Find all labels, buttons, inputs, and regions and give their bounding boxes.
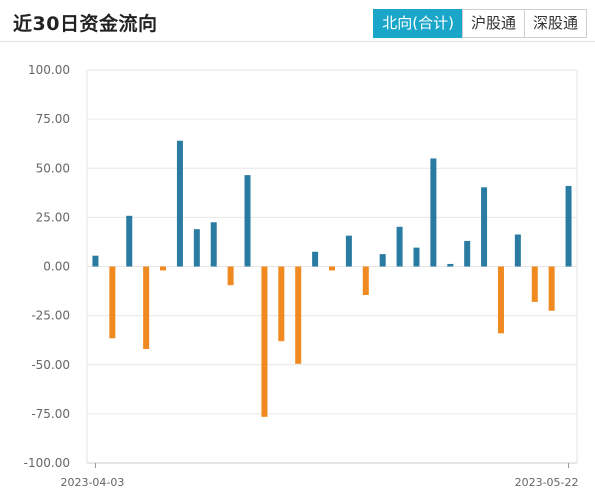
tab-shanghai-connect[interactable]: 沪股通 — [461, 9, 525, 38]
bar — [362, 266, 369, 295]
bar — [126, 215, 133, 267]
fund-flow-bar-chart: 100.00 75.00 50.00 25.00 0.00 -25.00 -50.00 -75… — [24, 63, 579, 489]
bar — [210, 222, 217, 267]
bar — [312, 251, 319, 267]
header: 近30日资金流向 北向(合计) 沪股通 深股通 — [0, 0, 595, 42]
tab-shenzhen-connect[interactable]: 深股通 — [523, 9, 587, 38]
x-axis: 2023-04-03 2023-05-22 — [60, 462, 579, 489]
y-axis: 100.00 75.00 50.00 25.00 0.00 -25.00 -50.00 -75… — [24, 63, 70, 470]
bar — [109, 266, 116, 339]
y-tick-label: -75.00 — [31, 407, 70, 421]
bar — [295, 266, 302, 364]
y-tick-label: -100.00 — [24, 456, 70, 470]
bar — [447, 263, 454, 267]
y-tick-label: -25.00 — [31, 309, 70, 323]
tab-northbound-total[interactable]: 北向(合计) — [373, 9, 463, 38]
bar — [497, 266, 504, 334]
bar — [244, 175, 251, 267]
bar — [548, 266, 555, 311]
bar — [278, 266, 285, 342]
bar — [565, 185, 572, 267]
bar — [92, 255, 99, 267]
bars — [92, 140, 572, 417]
bar — [160, 266, 167, 271]
bar — [413, 247, 420, 267]
bar — [261, 266, 268, 417]
bar — [481, 187, 488, 267]
y-tick-label: 100.00 — [28, 63, 70, 77]
y-tick-label: -50.00 — [31, 358, 70, 372]
bar — [379, 254, 386, 267]
bar — [464, 240, 471, 267]
bar — [430, 158, 437, 267]
bar — [531, 266, 538, 302]
y-tick-label: 0.00 — [43, 260, 70, 274]
y-tick-label: 25.00 — [36, 210, 70, 224]
x-tick-label-start: 2023-04-03 — [60, 476, 124, 489]
bar — [193, 229, 200, 267]
bar — [227, 266, 234, 286]
bar — [143, 266, 150, 350]
y-tick-label: 75.00 — [36, 112, 70, 126]
bar — [396, 226, 403, 267]
x-tick-label-end: 2023-05-22 — [515, 476, 579, 489]
page-title: 近30日资金流向 — [13, 13, 158, 35]
tab-group: 北向(合计) 沪股通 深股通 — [373, 9, 587, 38]
bar — [329, 266, 335, 271]
bar — [345, 235, 352, 267]
y-tick-label: 50.00 — [36, 161, 70, 175]
bar — [176, 140, 183, 267]
bar — [514, 234, 521, 267]
